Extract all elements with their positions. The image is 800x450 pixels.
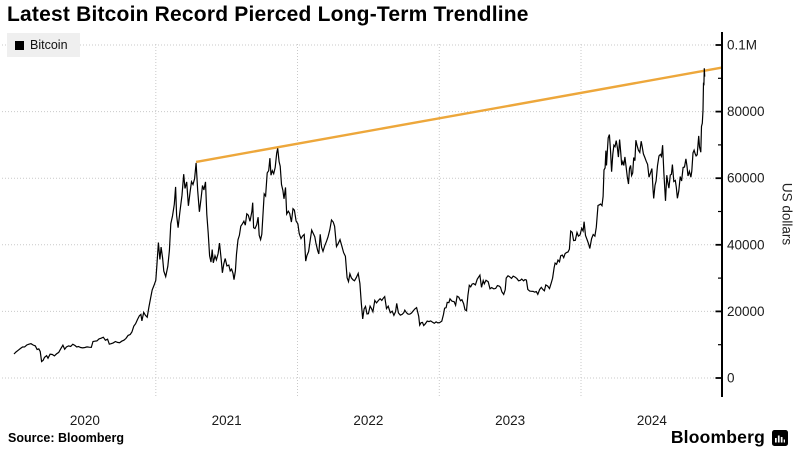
legend-swatch-bitcoin	[15, 40, 24, 50]
legend: Bitcoin	[7, 33, 80, 57]
x-tick-label: 2022	[353, 413, 383, 428]
bloomberg-wordmark: Bloomberg	[670, 427, 765, 447]
x-tick-label: 2023	[495, 413, 525, 428]
x-tick-label: 2020	[70, 413, 100, 428]
price-line	[13, 68, 706, 363]
y-tick-label: 40000	[727, 237, 765, 252]
bloomberg-terminal-icon	[772, 429, 788, 446]
y-tick-label: 60000	[727, 171, 765, 186]
page-title: Latest Bitcoin Record Pierced Long-Term …	[7, 3, 529, 26]
y-axis-title: US dollars	[779, 182, 795, 246]
x-tick-label: 2024	[637, 413, 668, 428]
y-tick-label: 80000	[727, 104, 765, 119]
source-text: Source: Bloomberg	[8, 431, 124, 445]
legend-label: Bitcoin	[30, 38, 68, 52]
y-tick-label: 0.1M	[727, 38, 757, 53]
x-tick-label: 2021	[212, 413, 242, 428]
y-tick-label: 20000	[727, 304, 765, 319]
bloomberg-logo: Bloomberg	[671, 427, 788, 448]
y-tick-label: 0	[727, 371, 735, 386]
trendline	[195, 66, 723, 164]
